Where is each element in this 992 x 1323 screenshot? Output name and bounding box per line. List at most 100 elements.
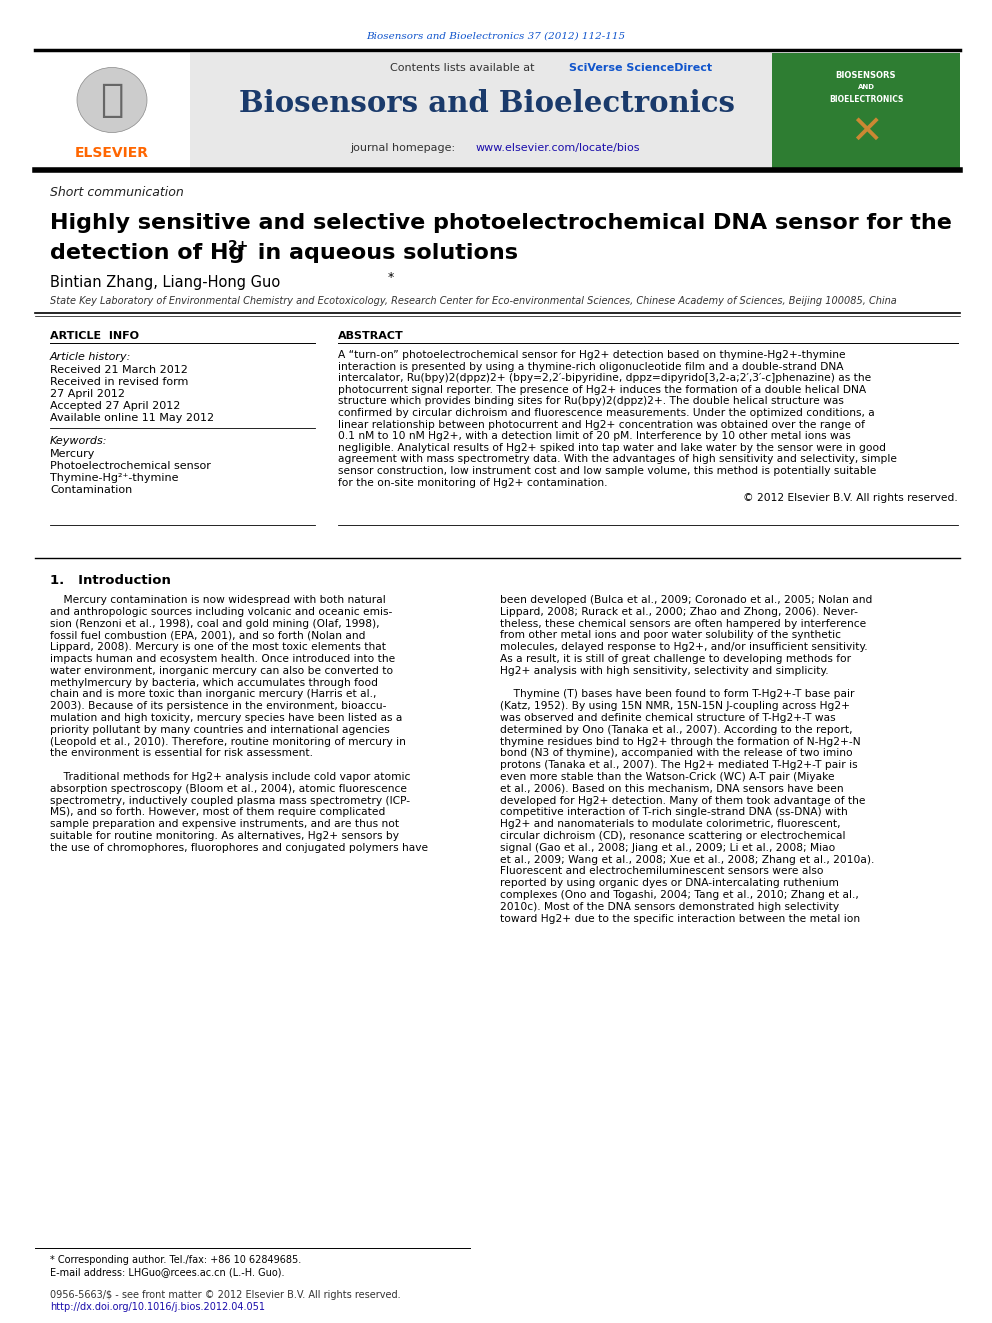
Text: As a result, it is still of great challenge to developing methods for: As a result, it is still of great challe…	[500, 654, 851, 664]
Text: E-mail address: LHGuo@rcees.ac.cn (L.-H. Guo).: E-mail address: LHGuo@rcees.ac.cn (L.-H.…	[50, 1267, 285, 1277]
Text: confirmed by circular dichroism and fluorescence measurements. Under the optimiz: confirmed by circular dichroism and fluo…	[338, 407, 875, 418]
Text: www.elsevier.com/locate/bios: www.elsevier.com/locate/bios	[476, 143, 641, 153]
Text: been developed (Bulca et al., 2009; Coronado et al., 2005; Nolan and: been developed (Bulca et al., 2009; Coro…	[500, 595, 872, 605]
Text: (Katz, 1952). By using 15N NMR, 15N-15N J-coupling across Hg2+: (Katz, 1952). By using 15N NMR, 15N-15N …	[500, 701, 850, 712]
Text: 0.1 nM to 10 nM Hg2+, with a detection limit of 20 pM. Interference by 10 other : 0.1 nM to 10 nM Hg2+, with a detection l…	[338, 431, 851, 441]
Text: thymine residues bind to Hg2+ through the formation of N-Hg2+-N: thymine residues bind to Hg2+ through th…	[500, 737, 861, 746]
Text: SciVerse ScienceDirect: SciVerse ScienceDirect	[569, 64, 712, 73]
Text: 2010c). Most of the DNA sensors demonstrated high selectivity: 2010c). Most of the DNA sensors demonstr…	[500, 902, 839, 912]
Text: ABSTRACT: ABSTRACT	[338, 331, 404, 341]
Text: Received in revised form: Received in revised form	[50, 377, 188, 388]
Bar	[35, 53, 190, 168]
Text: toward Hg2+ due to the specific interaction between the metal ion: toward Hg2+ due to the specific interact…	[500, 914, 860, 923]
Text: agreement with mass spectrometry data. With the advantages of high sensitivity a: agreement with mass spectrometry data. W…	[338, 454, 897, 464]
Text: Lippard, 2008; Rurack et al., 2000; Zhao and Zhong, 2006). Never-: Lippard, 2008; Rurack et al., 2000; Zhao…	[500, 607, 858, 617]
Text: Thymine (T) bases have been found to form T-Hg2+-T base pair: Thymine (T) bases have been found to for…	[500, 689, 854, 700]
Text: signal (Gao et al., 2008; Jiang et al., 2009; Li et al., 2008; Miao: signal (Gao et al., 2008; Jiang et al., …	[500, 843, 835, 853]
Text: was observed and definite chemical structure of T-Hg2+-T was: was observed and definite chemical struc…	[500, 713, 835, 722]
Text: Mercury contamination is now widespread with both natural: Mercury contamination is now widespread …	[50, 595, 386, 605]
Text: determined by Ono (Tanaka et al., 2007). According to the report,: determined by Ono (Tanaka et al., 2007).…	[500, 725, 852, 734]
Text: 0956-5663/$ - see front matter © 2012 Elsevier B.V. All rights reserved.: 0956-5663/$ - see front matter © 2012 El…	[50, 1290, 401, 1301]
Text: fossil fuel combustion (EPA, 2001), and so forth (Nolan and: fossil fuel combustion (EPA, 2001), and …	[50, 630, 365, 640]
Text: intercalator, Ru(bpy)2(dppz)2+ (bpy=2,2′-bipyridine, dppz=dipyrido[3,2-a;2′,3′-c: intercalator, Ru(bpy)2(dppz)2+ (bpy=2,2′…	[338, 373, 871, 384]
Text: absorption spectroscopy (Bloom et al., 2004), atomic fluorescence: absorption spectroscopy (Bloom et al., 2…	[50, 783, 407, 794]
Text: sample preparation and expensive instruments, and are thus not: sample preparation and expensive instrum…	[50, 819, 399, 830]
Text: * Corresponding author. Tel./fax: +86 10 62849685.: * Corresponding author. Tel./fax: +86 10…	[50, 1256, 302, 1265]
Text: even more stable than the Watson-Crick (WC) A-T pair (Miyake: even more stable than the Watson-Crick (…	[500, 773, 834, 782]
Text: Article history:: Article history:	[50, 352, 131, 363]
Text: sensor construction, low instrument cost and low sample volume, this method is p: sensor construction, low instrument cost…	[338, 466, 876, 476]
Text: from other metal ions and poor water solubility of the synthetic: from other metal ions and poor water sol…	[500, 630, 841, 640]
Text: (Leopold et al., 2010). Therefore, routine monitoring of mercury in: (Leopold et al., 2010). Therefore, routi…	[50, 737, 406, 746]
Bar	[190, 53, 772, 168]
Text: complexes (Ono and Togashi, 2004; Tang et al., 2010; Zhang et al.,: complexes (Ono and Togashi, 2004; Tang e…	[500, 890, 859, 900]
Text: spectrometry, inductively coupled plasma mass spectrometry (ICP-: spectrometry, inductively coupled plasma…	[50, 795, 410, 806]
Text: structure which provides binding sites for Ru(bpy)2(dppz)2+. The double helical : structure which provides binding sites f…	[338, 397, 844, 406]
Text: bond (N3 of thymine), accompanied with the release of two imino: bond (N3 of thymine), accompanied with t…	[500, 749, 853, 758]
Text: priority pollutant by many countries and international agencies: priority pollutant by many countries and…	[50, 725, 390, 734]
Text: in aqueous solutions: in aqueous solutions	[250, 243, 518, 263]
Text: Highly sensitive and selective photoelectrochemical DNA sensor for the: Highly sensitive and selective photoelec…	[50, 213, 952, 233]
Text: Fluorescent and electrochemiluminescent sensors were also: Fluorescent and electrochemiluminescent …	[500, 867, 823, 876]
Text: Thymine-Hg²⁺-thymine: Thymine-Hg²⁺-thymine	[50, 474, 179, 483]
Text: journal homepage:: journal homepage:	[350, 143, 458, 153]
Text: Contamination: Contamination	[50, 486, 132, 495]
Text: Contents lists available at: Contents lists available at	[390, 64, 538, 73]
Text: 2+: 2+	[228, 239, 249, 253]
Text: AND: AND	[857, 83, 875, 90]
Text: ELSEVIER: ELSEVIER	[75, 146, 149, 160]
Ellipse shape	[77, 67, 147, 132]
Text: ARTICLE  INFO: ARTICLE INFO	[50, 331, 139, 341]
Text: water environment, inorganic mercury can also be converted to: water environment, inorganic mercury can…	[50, 665, 393, 676]
Text: linear relationship between photocurrent and Hg2+ concentration was obtained ove: linear relationship between photocurrent…	[338, 419, 865, 430]
Text: *: *	[388, 271, 394, 284]
Text: protons (Tanaka et al., 2007). The Hg2+ mediated T-Hg2+-T pair is: protons (Tanaka et al., 2007). The Hg2+ …	[500, 761, 858, 770]
Text: Available online 11 May 2012: Available online 11 May 2012	[50, 413, 214, 423]
Text: Bintian Zhang, Liang-Hong Guo: Bintian Zhang, Liang-Hong Guo	[50, 275, 281, 291]
Text: Biosensors and Bioelectronics: Biosensors and Bioelectronics	[239, 89, 735, 118]
Text: Traditional methods for Hg2+ analysis include cold vapor atomic: Traditional methods for Hg2+ analysis in…	[50, 773, 411, 782]
Text: suitable for routine monitoring. As alternatives, Hg2+ sensors by: suitable for routine monitoring. As alte…	[50, 831, 399, 841]
Text: methylmercury by bacteria, which accumulates through food: methylmercury by bacteria, which accumul…	[50, 677, 378, 688]
Text: the use of chromophores, fluorophores and conjugated polymers have: the use of chromophores, fluorophores an…	[50, 843, 429, 853]
Text: A “turn-on” photoelectrochemical sensor for Hg2+ detection based on thymine-Hg2+: A “turn-on” photoelectrochemical sensor …	[338, 351, 845, 360]
Text: Biosensors and Bioelectronics 37 (2012) 112-115: Biosensors and Bioelectronics 37 (2012) …	[366, 32, 626, 41]
Text: 2003). Because of its persistence in the environment, bioaccu-: 2003). Because of its persistence in the…	[50, 701, 387, 712]
Text: and anthropologic sources including volcanic and oceanic emis-: and anthropologic sources including volc…	[50, 607, 393, 617]
Text: State Key Laboratory of Environmental Chemistry and Ecotoxicology, Research Cent: State Key Laboratory of Environmental Ch…	[50, 296, 897, 306]
Text: 1.   Introduction: 1. Introduction	[50, 573, 171, 586]
Text: developed for Hg2+ detection. Many of them took advantage of the: developed for Hg2+ detection. Many of th…	[500, 795, 865, 806]
Text: competitive interaction of T-rich single-strand DNA (ss-DNA) with: competitive interaction of T-rich single…	[500, 807, 848, 818]
Text: Received 21 March 2012: Received 21 March 2012	[50, 365, 187, 374]
Text: circular dichroism (CD), resonance scattering or electrochemical: circular dichroism (CD), resonance scatt…	[500, 831, 845, 841]
Text: BIOELECTRONICS: BIOELECTRONICS	[828, 94, 903, 103]
Text: Short communication: Short communication	[50, 187, 184, 200]
Text: impacts human and ecosystem health. Once introduced into the: impacts human and ecosystem health. Once…	[50, 654, 395, 664]
Text: negligible. Analytical results of Hg2+ spiked into tap water and lake water by t: negligible. Analytical results of Hg2+ s…	[338, 443, 886, 452]
Text: © 2012 Elsevier B.V. All rights reserved.: © 2012 Elsevier B.V. All rights reserved…	[743, 493, 958, 503]
Text: detection of Hg: detection of Hg	[50, 243, 244, 263]
Text: the environment is essential for risk assessment.: the environment is essential for risk as…	[50, 749, 313, 758]
Text: 27 April 2012: 27 April 2012	[50, 389, 125, 400]
Text: BIOSENSORS: BIOSENSORS	[835, 70, 896, 79]
Text: molecules, delayed response to Hg2+, and/or insufficient sensitivity.: molecules, delayed response to Hg2+, and…	[500, 642, 868, 652]
Text: Photoelectrochemical sensor: Photoelectrochemical sensor	[50, 460, 211, 471]
Text: reported by using organic dyes or DNA-intercalating ruthenium: reported by using organic dyes or DNA-in…	[500, 878, 839, 888]
Text: et al., 2009; Wang et al., 2008; Xue et al., 2008; Zhang et al., 2010a).: et al., 2009; Wang et al., 2008; Xue et …	[500, 855, 874, 865]
Text: mulation and high toxicity, mercury species have been listed as a: mulation and high toxicity, mercury spec…	[50, 713, 403, 722]
Text: for the on-site monitoring of Hg2+ contamination.: for the on-site monitoring of Hg2+ conta…	[338, 478, 607, 488]
Text: Hg2+ and nanomaterials to modulate colorimetric, fluorescent,: Hg2+ and nanomaterials to modulate color…	[500, 819, 840, 830]
Text: MS), and so forth. However, most of them require complicated: MS), and so forth. However, most of them…	[50, 807, 385, 818]
Text: sion (Renzoni et al., 1998), coal and gold mining (Olaf, 1998),: sion (Renzoni et al., 1998), coal and go…	[50, 619, 380, 628]
Text: chain and is more toxic than inorganic mercury (Harris et al.,: chain and is more toxic than inorganic m…	[50, 689, 376, 700]
Text: interaction is presented by using a thymine-rich oligonucleotide film and a doub: interaction is presented by using a thym…	[338, 361, 843, 372]
Text: Lippard, 2008). Mercury is one of the most toxic elements that: Lippard, 2008). Mercury is one of the mo…	[50, 642, 386, 652]
Bar	[772, 53, 960, 168]
Text: Hg2+ analysis with high sensitivity, selectivity and simplicity.: Hg2+ analysis with high sensitivity, sel…	[500, 665, 828, 676]
Text: et al., 2006). Based on this mechanism, DNA sensors have been: et al., 2006). Based on this mechanism, …	[500, 783, 843, 794]
Text: 🌲: 🌲	[100, 81, 124, 119]
Text: http://dx.doi.org/10.1016/j.bios.2012.04.051: http://dx.doi.org/10.1016/j.bios.2012.04…	[50, 1302, 265, 1312]
Text: Keywords:: Keywords:	[50, 437, 107, 446]
Text: photocurrent signal reporter. The presence of Hg2+ induces the formation of a do: photocurrent signal reporter. The presen…	[338, 385, 866, 394]
Text: Mercury: Mercury	[50, 448, 95, 459]
